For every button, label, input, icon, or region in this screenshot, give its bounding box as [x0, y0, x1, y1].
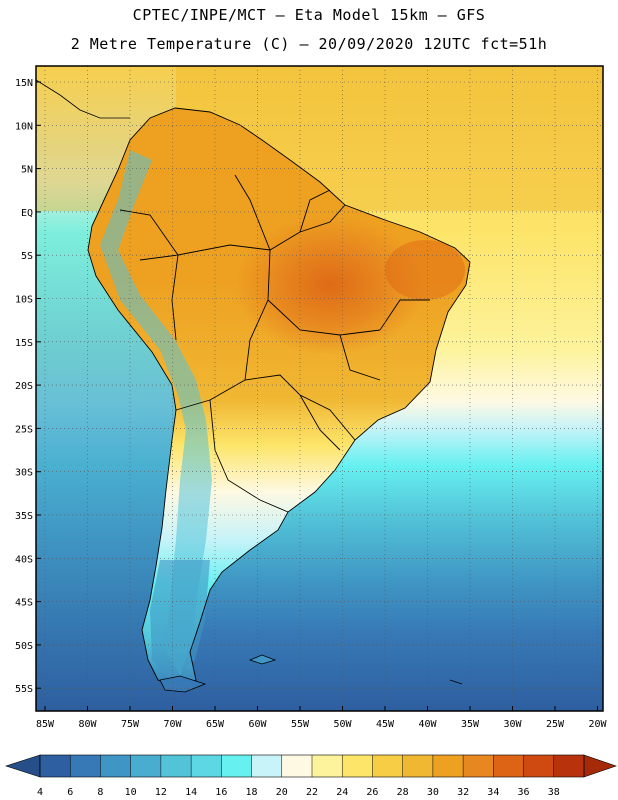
lon-tick-label: 75W	[121, 719, 140, 730]
lat-tick-label: 40S	[15, 554, 33, 565]
lon-tick-label: 60W	[248, 719, 267, 730]
lat-tick-label: 35S	[15, 511, 33, 522]
colorbar-swatch	[160, 755, 192, 777]
northeast-hot-region	[385, 240, 465, 300]
lat-tick-label: 5N	[21, 165, 33, 176]
lon-tick-label: 65W	[206, 719, 225, 730]
lat-tick-label: 20S	[15, 381, 33, 392]
lon-tick-label: 45W	[376, 719, 395, 730]
lat-tick-label: 50S	[15, 641, 33, 652]
latitude-axis: 15N 10N 5N EQ 5S 10S 15S 20S 25S 30S 35S 40S 45S 50S 5…	[15, 78, 41, 695]
map-frame	[35, 65, 604, 712]
falkland-islands	[248, 654, 277, 665]
colorbar-swatch	[191, 755, 222, 777]
south-georgia	[449, 679, 463, 685]
lon-tick-label: 70W	[163, 719, 182, 730]
lon-tick-label: 55W	[291, 719, 310, 730]
colorbar-label: 36	[518, 787, 530, 798]
colorbar-label: 20	[276, 787, 288, 798]
lon-tick-label: 25W	[546, 719, 565, 730]
lat-tick-label: 5S	[21, 251, 33, 262]
amazon-hot-region	[235, 215, 425, 355]
colorbar-swatch	[281, 755, 313, 777]
colorbar-label: 24	[336, 787, 348, 798]
lat-tick-label: EQ	[21, 208, 33, 219]
lon-tick-label: 30W	[503, 719, 522, 730]
patagonia-cold	[150, 560, 210, 680]
lat-tick-label: 15N	[15, 78, 33, 89]
colorbar-label: 6	[67, 787, 73, 798]
colorbar-swatch	[221, 755, 253, 777]
colorbar-swatch	[432, 755, 464, 777]
colorbar-swatch	[70, 755, 101, 777]
colorbar-swatch	[372, 755, 404, 777]
colorbar-label: 16	[215, 787, 227, 798]
colorbar-swatch	[40, 755, 71, 777]
lat-tick-label: 15S	[15, 338, 33, 349]
chart-title-line2: 2 Metre Temperature (C) – 20/09/2020 12U…	[70, 35, 548, 53]
lat-tick-label: 10S	[15, 295, 33, 306]
lon-tick-label: 20W	[588, 719, 607, 730]
colorbar-label: 30	[427, 787, 439, 798]
lon-tick-label: 85W	[36, 719, 55, 730]
colorbar-label: 28	[397, 787, 409, 798]
colorbar-label: 22	[306, 787, 318, 798]
colorbar-label: 38	[548, 787, 560, 798]
colorbar-label: 34	[487, 787, 499, 798]
colorbar-label: 8	[97, 787, 103, 798]
colorbar-label: 12	[155, 787, 167, 798]
lon-tick-label: 35W	[461, 719, 480, 730]
colorbar-over-arrow	[583, 754, 617, 778]
colorbar-swatch	[312, 755, 343, 777]
colorbar-label: 32	[457, 787, 469, 798]
lat-tick-label: 55S	[15, 684, 33, 695]
colorbar-swatch	[493, 755, 525, 777]
colorbar-label: 14	[185, 787, 197, 798]
lat-tick-label: 45S	[15, 598, 33, 609]
colorbar-under-arrow	[5, 754, 41, 778]
colorbar-swatch	[523, 755, 555, 777]
colorbar-swatch	[130, 755, 162, 777]
colorbar-swatch	[251, 755, 283, 777]
lon-tick-label: 50W	[333, 719, 352, 730]
chart-title-line1: CPTEC/INPE/MCT – Eta Model 15km – GFS	[132, 6, 486, 24]
graticule	[36, 66, 603, 711]
colorbar-label: 26	[366, 787, 378, 798]
colorbar-swatch	[463, 755, 494, 777]
andes-cold-band	[100, 150, 212, 675]
colorbar-label: 10	[125, 787, 137, 798]
central-america-coast	[36, 79, 130, 119]
lon-tick-label: 80W	[78, 719, 97, 730]
lat-tick-label: 25S	[15, 424, 33, 435]
lon-tick-label: 40W	[418, 719, 437, 730]
colorbar-label: 4	[37, 787, 43, 798]
lat-tick-label: 30S	[15, 468, 33, 479]
longitude-axis: 85W 80W 75W 70W 65W 60W 55W 50W 45W 40W 35W 30W 25W 2…	[36, 706, 608, 730]
colorbar-label: 18	[246, 787, 258, 798]
colorbar-swatch	[402, 755, 434, 777]
colorbar: 4 6 8 10 12 14 16 18 20 22 24 26 28 30 32 34 36 38	[5, 754, 617, 798]
colorbar-swatch	[342, 755, 373, 777]
colorbar-swatch	[100, 755, 132, 777]
temperature-field	[36, 66, 603, 711]
lat-tick-label: 10N	[15, 121, 33, 132]
colorbar-swatch	[553, 755, 585, 777]
